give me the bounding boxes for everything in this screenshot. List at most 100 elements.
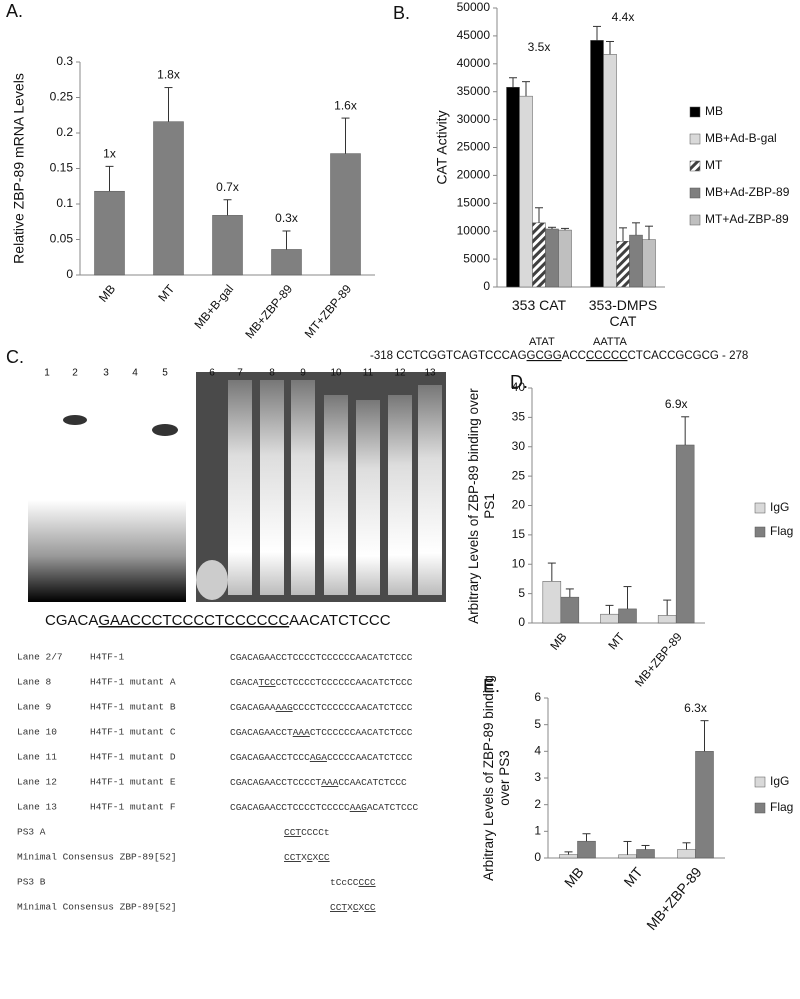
bar [642,239,656,288]
y-tick-label: 35 [512,410,526,424]
sequence-part: CCCCC [586,350,628,362]
sequence-part: X [359,902,365,913]
probe-name: H4TF-1 [90,652,125,663]
lane-number: 5 [162,368,168,379]
bar [560,596,580,624]
panel-label: C. [6,347,24,367]
error-bar [606,40,614,55]
lane-number: 10 [330,368,342,379]
y-tick-label: 0.15 [50,161,74,175]
error-bar [623,586,632,609]
sequence-part: CGACAGAACCTCCCCT [230,777,322,788]
sequence-part: -318 CCTCGGTCAGTCCCAG [370,350,527,362]
y-tick-label: 25000 [457,140,491,154]
sequence-part: CTCACCGCGCG - 278 [628,350,749,362]
sequence: CGACAGAACCTAAACTCCCCCCAACATCTCCC [230,727,413,738]
lane-number: 13 [424,368,436,379]
bar [577,840,596,859]
gel-lane [291,380,315,595]
bar [657,615,677,624]
lane-label: Lane 12 [17,777,57,788]
sequence-part: CCCCTCCCCCCAACATCTCCC [293,702,413,713]
x-tick-label: MB+ZBP-89 [643,864,705,933]
sequence-part: CGACAGAACCTCCCCTCCCCCCAACATCTCCC [230,652,413,663]
y-tick-label: 15 [512,527,526,541]
bar [506,86,520,288]
error-bar [632,222,640,236]
error-bar [565,588,574,598]
x-tick-label: MT [605,629,627,652]
bar [636,849,655,859]
bar [600,613,619,624]
legend-swatch [754,502,766,514]
sequence-part: CGACA [45,612,98,629]
annotation: 3.5x [528,40,551,54]
annotation: 1.6x [334,98,357,112]
lane-number: 6 [209,368,215,379]
sequence-part: CCC [359,877,376,888]
legend-label: MB+Ad-ZBP-89 [705,185,790,199]
sequence: CGACAGAACCTCCCCTCCCCCCAACATCTCCC [230,652,413,663]
sequence: CGACAGAACCCTCCCCTCCCCCCAACATCTCCC [45,612,391,629]
bar [212,215,243,276]
lane-number: 3 [103,368,109,379]
sequence-part: C [353,902,359,913]
y-tick-label: 30 [512,439,526,453]
sequence: tCcCCCCC [330,877,376,888]
probe-name: H4TF-1 mutant A [90,677,176,688]
y-tick-label: 0.2 [56,125,73,139]
sequence-part: C [307,852,313,863]
y-tick-label: 50000 [457,0,491,14]
bar [618,854,637,859]
y-axis-label: Arbitrary Levels of ZBP-89 binding over … [481,675,512,881]
sequence-part: CC [364,902,376,913]
sequence-part: tCcCC [330,877,359,888]
sequence-part: CGACAGAACCTCCCCTCCCCC [230,802,350,813]
y-tick-label: 0.3 [56,54,73,68]
error-bar [605,604,614,615]
sequence: -318 CCTCGGTCAGTCCCAGGCGGACCCCCCCCTCACCG… [370,350,748,362]
y-axis-label: Relative ZBP-89 mRNA Levels [11,73,27,264]
x-tick-label: MB+ZBP-89 [632,630,685,690]
bar [532,222,546,288]
sequence: CGACATCCCCTCCCCTCCCCCCAACATCTCCC [230,677,413,688]
sequence-part: AAA [293,727,310,738]
error-bar [663,599,672,616]
lane-label: Lane 11 [17,752,57,763]
sequence: CCTCCCCt [284,827,330,838]
probe-name: H4TF-1 mutant D [90,752,176,763]
sequence-part: GAACCCTCCCCTCCCCCC [98,612,289,629]
lane-label: Minimal Consensus ZBP-89[52] [17,852,177,863]
error-bar [509,77,517,88]
error-bar [700,720,709,752]
x-tick-label: MT [155,281,177,304]
bar [545,228,559,288]
probe-name: H4TF-1 mutant C [90,727,176,738]
gel-band [196,560,228,600]
lane-number: 9 [300,368,306,379]
lane-number: 11 [363,368,374,379]
gel-lane [388,395,412,595]
bar [590,40,604,288]
annotation: 6.9x [665,397,688,411]
bar [94,190,125,276]
sequence-part: CCT [284,852,301,863]
error-bar [645,225,653,240]
legend-swatch [689,106,701,118]
bar [330,153,361,276]
error-bar [623,840,632,855]
sequence-part: CCTCCCCTCCCCCCAACATCTCCC [276,677,413,688]
lane-label: Lane 9 [17,702,52,713]
legend-label: MB [705,104,723,118]
error-bar [681,416,690,445]
y-tick-label: 20 [512,498,526,512]
lane-label: Lane 8 [17,677,52,688]
bar [629,234,643,288]
error-bar [522,81,530,97]
error-bar [535,207,543,223]
gel-lane [324,395,348,595]
legend-swatch [689,187,701,199]
promoter-mark: AATTA [593,336,627,348]
legend-label: MT [705,158,723,172]
